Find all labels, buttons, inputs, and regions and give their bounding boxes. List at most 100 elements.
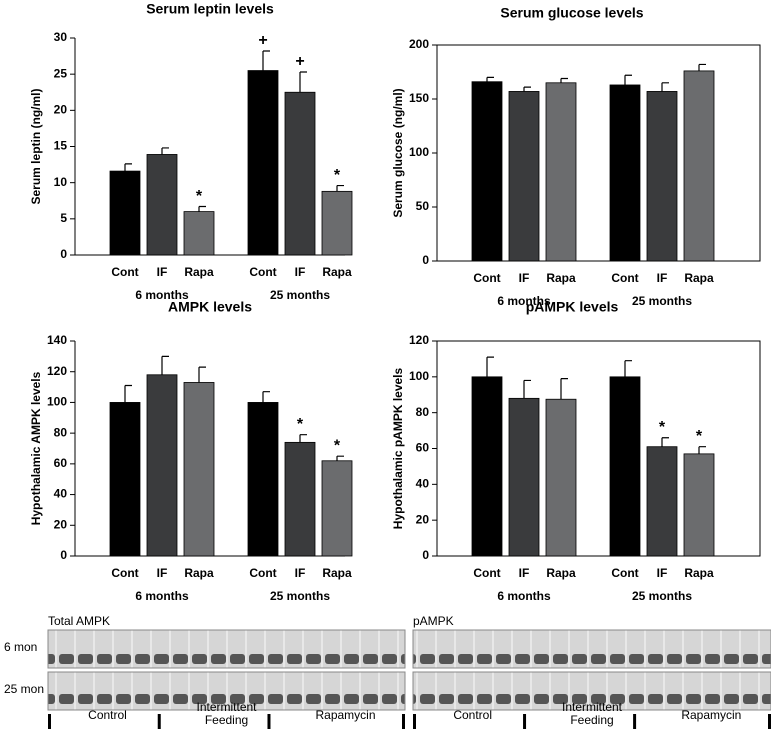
error-bar xyxy=(336,455,344,461)
bar xyxy=(109,402,141,557)
y-axis-label: Hypothalamic AMPK levels xyxy=(29,371,43,525)
error-bar xyxy=(698,63,706,71)
blot-group-label: Control xyxy=(453,708,492,722)
blot-group-label: Feeding xyxy=(205,713,248,727)
error-bar xyxy=(124,384,132,403)
x-tick-label: IF xyxy=(519,566,530,580)
y-tick-label: 100 xyxy=(47,395,67,409)
bar xyxy=(109,170,141,256)
x-tick-label: Rapa xyxy=(322,265,352,279)
group-label: 6 months xyxy=(135,288,189,302)
y-tick-label: 20 xyxy=(416,512,430,526)
significance-mark: * xyxy=(196,188,203,205)
x-tick-label: Cont xyxy=(473,566,500,580)
group-label: 25 months xyxy=(270,589,330,603)
x-tick-label: Rapa xyxy=(684,566,714,580)
group-label: 25 months xyxy=(632,589,692,603)
bar xyxy=(284,91,316,256)
chart-title: Serum leptin levels xyxy=(146,1,274,17)
error-bar xyxy=(486,76,494,82)
blot-group-label: Rapamycin xyxy=(681,708,741,722)
bar xyxy=(646,91,678,262)
y-tick-label: 100 xyxy=(409,145,429,159)
bar xyxy=(545,82,577,262)
error-bar xyxy=(262,50,270,71)
significance-mark: * xyxy=(334,167,341,184)
lane-divider xyxy=(633,714,637,729)
error-bar xyxy=(124,163,132,172)
blot-group-label: Feeding xyxy=(570,713,613,727)
bar xyxy=(321,190,353,256)
bar xyxy=(247,402,279,557)
bar xyxy=(247,70,279,256)
y-tick-label: 60 xyxy=(54,456,68,470)
x-tick-label: IF xyxy=(657,271,668,285)
blot-title: Total AMPK xyxy=(48,614,110,628)
bar xyxy=(284,441,316,557)
lane-divider xyxy=(48,714,51,729)
x-tick-label: Cont xyxy=(111,566,138,580)
group-label: 25 months xyxy=(270,288,330,302)
bar xyxy=(545,398,577,557)
bar xyxy=(508,91,540,262)
error-bar xyxy=(523,379,531,399)
y-tick-label: 200 xyxy=(409,37,429,51)
lane-divider xyxy=(523,714,527,729)
bar xyxy=(146,374,178,557)
lane-divider xyxy=(267,714,271,729)
error-bar xyxy=(560,77,568,83)
error-bar xyxy=(299,434,307,443)
error-bar xyxy=(624,360,632,377)
x-tick-label: Rapa xyxy=(684,271,714,285)
error-bar xyxy=(198,205,206,212)
bar xyxy=(146,154,178,256)
error-bar xyxy=(299,71,307,93)
y-tick-label: 20 xyxy=(54,103,68,117)
significance-mark: * xyxy=(334,437,341,454)
chart-title: Serum glucose levels xyxy=(500,5,643,21)
x-tick-label: Cont xyxy=(611,271,638,285)
y-tick-label: 40 xyxy=(54,487,68,501)
group-label: 6 months xyxy=(135,589,189,603)
bar xyxy=(683,70,715,262)
error-bar xyxy=(698,446,706,454)
y-tick-label: 10 xyxy=(54,175,68,189)
error-bar xyxy=(161,355,169,375)
error-bar xyxy=(198,366,206,383)
y-axis-label: Serum glucose (ng/ml) xyxy=(391,88,405,217)
y-tick-label: 0 xyxy=(422,253,429,267)
x-tick-label: Rapa xyxy=(546,271,576,285)
y-tick-label: 80 xyxy=(416,405,430,419)
error-bar xyxy=(661,437,669,447)
y-tick-label: 120 xyxy=(47,364,67,378)
x-tick-label: Cont xyxy=(249,265,276,279)
x-tick-label: IF xyxy=(157,566,168,580)
x-tick-label: Cont xyxy=(249,566,276,580)
x-tick-label: Rapa xyxy=(184,265,214,279)
blot-images xyxy=(47,629,771,711)
error-bar xyxy=(661,82,669,92)
y-tick-label: 0 xyxy=(422,548,429,562)
y-axis-label: Hypothalamic pAMPK levels xyxy=(391,367,405,529)
lane-divider xyxy=(768,714,771,729)
blot-title: pAMPK xyxy=(413,614,454,628)
x-tick-label: Cont xyxy=(111,265,138,279)
x-tick-label: Rapa xyxy=(184,566,214,580)
chart-title: pAMPK levels xyxy=(526,299,619,315)
blot-row-label: 25 mon xyxy=(4,682,44,696)
significance-mark: * xyxy=(696,428,703,445)
x-tick-label: Cont xyxy=(473,271,500,285)
error-bar xyxy=(336,184,344,192)
error-bar xyxy=(523,86,531,92)
x-tick-label: Rapa xyxy=(322,566,352,580)
significance-mark: + xyxy=(295,53,304,70)
y-tick-label: 100 xyxy=(409,369,429,383)
significance-mark: * xyxy=(297,416,304,433)
bar xyxy=(508,397,540,557)
bar xyxy=(471,81,503,262)
lane-divider xyxy=(402,714,405,729)
blot-row-label: 6 mon xyxy=(4,640,37,654)
bar xyxy=(183,211,215,256)
group-label: 6 months xyxy=(497,589,551,603)
